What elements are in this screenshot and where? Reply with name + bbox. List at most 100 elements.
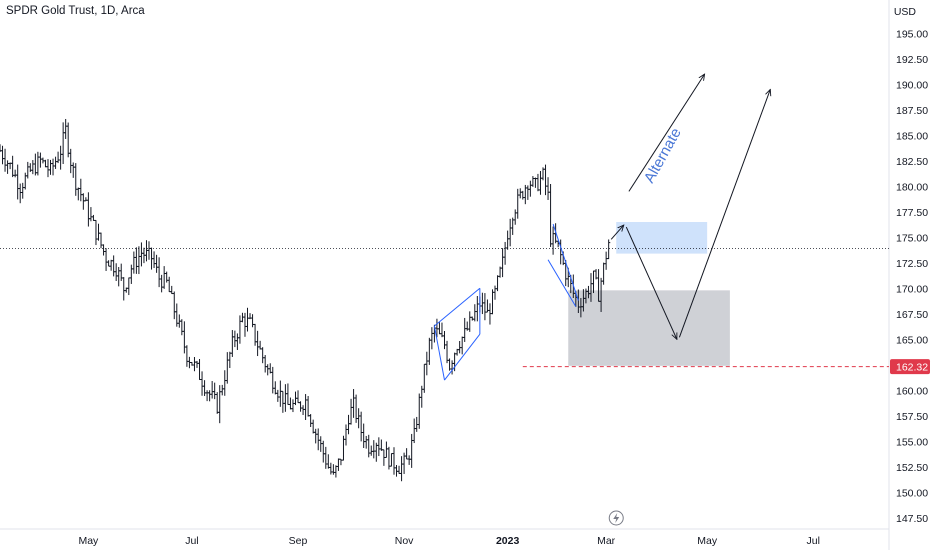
- ohlc-bar: [215, 392, 219, 414]
- channel-upper: [434, 287, 481, 327]
- ohlc-bar: [298, 401, 303, 412]
- ohlc-bar: [96, 223, 101, 241]
- ohlc-bar: [369, 445, 373, 456]
- y-tick-label: 182.50: [896, 156, 928, 168]
- ohlc-bar: [195, 360, 199, 368]
- ohlc-bar: [412, 418, 416, 444]
- y-tick-label: 175.00: [896, 232, 928, 244]
- ohlc-bar: [16, 164, 20, 200]
- ohlc-bar: [427, 337, 431, 365]
- x-tick-label: Jul: [185, 535, 198, 547]
- ohlc-bar: [296, 390, 300, 404]
- ohlc-bar: [152, 251, 156, 268]
- ohlc-bar: [250, 314, 255, 328]
- ohlc-bar: [397, 465, 401, 474]
- ohlc-bar: [334, 465, 338, 478]
- ohlc-bar: [483, 293, 487, 321]
- ohlc-bar: [372, 440, 376, 459]
- y-tick-label: 147.50: [896, 513, 928, 525]
- ohlc-bar: [38, 152, 43, 168]
- ohlc-bar: [112, 255, 116, 277]
- ohlc-bar: [271, 366, 275, 394]
- ohlc-bar: [389, 453, 394, 467]
- y-tick-label: 155.00: [896, 436, 928, 448]
- ohlc-bar: [349, 398, 353, 425]
- ohlc-bar: [101, 244, 106, 256]
- x-tick-label: Nov: [395, 535, 414, 547]
- ohlc-bar: [306, 396, 310, 417]
- x-tick-label: May: [78, 535, 99, 547]
- ohlc-bar: [546, 177, 550, 200]
- ohlc-bar: [551, 226, 555, 255]
- ohlc-bar: [357, 408, 361, 429]
- y-tick-label: 180.00: [896, 181, 928, 193]
- ohlc-bar: [430, 327, 434, 350]
- ohlc-bar: [273, 381, 277, 395]
- ohlc-bar: [336, 458, 341, 471]
- ohlc-bar: [139, 242, 144, 267]
- ohlc-bar: [367, 434, 371, 458]
- ohlc-bar: [122, 277, 126, 301]
- ohlc-bar: [518, 188, 522, 199]
- ohlc-bar: [109, 259, 113, 271]
- lightning-glyph: [613, 513, 620, 523]
- ohlc-bar: [407, 455, 411, 465]
- ohlc-bar: [283, 384, 287, 412]
- ohlc-bar: [220, 384, 224, 396]
- ohlc-bar: [379, 439, 383, 451]
- ohlc-bar: [445, 340, 449, 364]
- ohlc-bar: [495, 275, 500, 292]
- ohlc-bar: [106, 260, 111, 267]
- y-tick-label: 167.50: [896, 309, 928, 321]
- channel-left: [433, 325, 445, 381]
- ohlc-bar: [288, 397, 293, 410]
- arrow-main-up: [678, 89, 770, 338]
- ohlc-bar: [147, 241, 151, 260]
- ohlc-bar: [208, 390, 212, 402]
- ohlc-bar: [417, 393, 421, 429]
- y-tick-label: 177.50: [896, 207, 928, 219]
- x-tick-label: Sep: [289, 535, 308, 547]
- ohlc-bar: [132, 251, 136, 274]
- ohlc-bar: [225, 352, 229, 384]
- ohlc-bar: [291, 399, 295, 413]
- ohlc-bar: [526, 185, 530, 200]
- ohlc-bar: [235, 333, 240, 350]
- chart-title: SPDR Gold Trust, 1D, Arca: [6, 5, 145, 17]
- y-tick-label: 172.50: [896, 258, 928, 270]
- ohlc-bar: [192, 357, 197, 372]
- ohlc-bar: [399, 456, 404, 482]
- ohlc-bar: [127, 277, 131, 296]
- ohlc-bar: [591, 270, 596, 294]
- ohlc-bar: [46, 159, 50, 178]
- ohlc-bar: [422, 363, 426, 393]
- ohlc-bar: [69, 148, 73, 174]
- ohlc-bar: [351, 389, 356, 418]
- ohlc-bar: [5, 160, 10, 174]
- ohlc-bar: [36, 151, 40, 176]
- ohlc-bar: [99, 232, 103, 249]
- ohlc-bar: [533, 177, 538, 188]
- ohlc-bar: [79, 178, 83, 202]
- ohlc-bar: [51, 158, 55, 176]
- ohlc-bar: [473, 304, 477, 322]
- y-tick-label: 150.00: [896, 487, 928, 499]
- ohlc-bar: [202, 380, 207, 397]
- ohlc-bar: [442, 330, 447, 350]
- ohlc-bar: [253, 323, 257, 346]
- ohlc-bar: [437, 322, 442, 335]
- ohlc-bar: [26, 161, 30, 179]
- ohlc-bar: [516, 188, 520, 219]
- flag-lower: [547, 259, 577, 307]
- ohlc-bar: [410, 433, 414, 468]
- ohlc-bar: [213, 382, 217, 400]
- ohlc-bar: [230, 330, 234, 357]
- ohlc-bar: [56, 151, 60, 164]
- ohlc-bar: [11, 155, 15, 178]
- currency-label: USD: [893, 6, 916, 18]
- ohlc-bar: [59, 145, 63, 170]
- ohlc-bar: [278, 380, 282, 407]
- ohlc-bar: [468, 311, 472, 332]
- ohlc-bar: [76, 187, 80, 201]
